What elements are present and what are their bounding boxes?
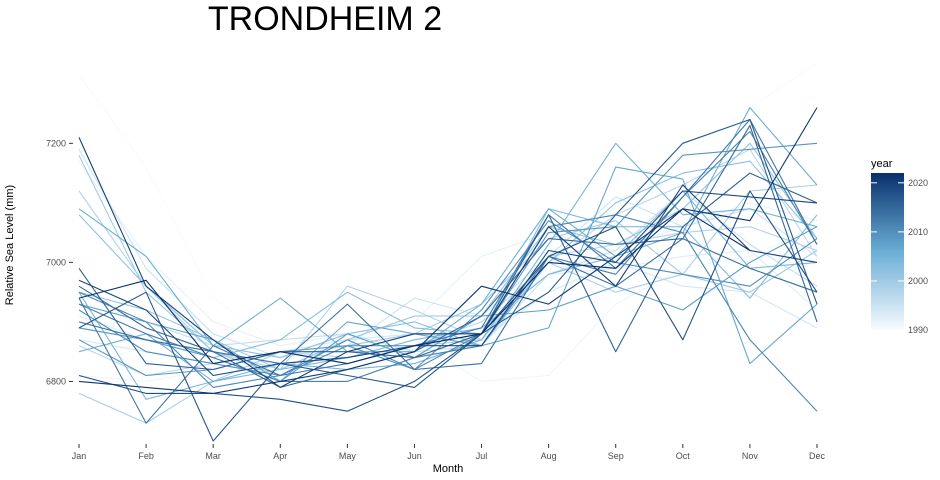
x-tick-label: Jan bbox=[72, 451, 87, 461]
x-axis: Jan Feb Mar Apr May Jun Jul Aug Sep Oct Nov Dec bbox=[72, 444, 826, 461]
series-line-2009 bbox=[78, 142, 818, 377]
series-line-1998 bbox=[78, 190, 818, 371]
series-line-1990 bbox=[78, 62, 818, 347]
y-tick-label: 7000 bbox=[46, 257, 66, 267]
x-tick-label: Dec bbox=[809, 451, 826, 461]
series-line-2006 bbox=[78, 107, 818, 353]
series-line-2018 bbox=[78, 190, 818, 412]
x-axis-title: Month bbox=[433, 463, 464, 475]
year-legend: year 1990 2000 2010 2020 bbox=[871, 158, 928, 335]
legend-tick-label: 2010 bbox=[908, 227, 928, 237]
series-line-2014 bbox=[78, 238, 818, 371]
x-tick-label: May bbox=[339, 451, 357, 461]
y-tick-label: 6800 bbox=[46, 376, 66, 386]
series-line-2019 bbox=[78, 190, 818, 377]
series-lines bbox=[78, 62, 818, 442]
series-line-2001 bbox=[78, 142, 818, 371]
y-axis: 6800 7000 7200 bbox=[46, 138, 73, 386]
x-tick-label: Jul bbox=[476, 451, 488, 461]
series-line-2022 bbox=[78, 208, 751, 365]
x-tick-label: Oct bbox=[676, 451, 691, 461]
legend-colorbar bbox=[871, 173, 904, 330]
legend-tick-label: 2000 bbox=[908, 276, 928, 286]
legend-tick-label: 2020 bbox=[908, 178, 928, 188]
x-tick-label: Jun bbox=[407, 451, 422, 461]
series-line-1992 bbox=[78, 160, 818, 347]
x-tick-label: Feb bbox=[138, 451, 154, 461]
series-line-2020 bbox=[78, 137, 818, 388]
series-line-2013 bbox=[78, 118, 818, 424]
chart-title: TRONDHEIM 2 bbox=[208, 0, 442, 38]
x-tick-label: Aug bbox=[541, 451, 557, 461]
y-tick-label: 7200 bbox=[46, 138, 66, 148]
y-axis-title: Relative Sea Level (mm) bbox=[4, 185, 16, 305]
series-line-1995 bbox=[78, 149, 818, 359]
series-line-2017 bbox=[78, 118, 818, 442]
x-tick-label: Sep bbox=[608, 451, 624, 461]
x-tick-label: Nov bbox=[742, 451, 759, 461]
series-line-2015 bbox=[78, 124, 818, 388]
series-line-2012 bbox=[78, 130, 818, 382]
series-line-1997 bbox=[78, 148, 818, 377]
legend-ticks: 1990 2000 2010 2020 bbox=[871, 178, 928, 335]
series-line-1999 bbox=[78, 184, 818, 424]
x-tick-label: Mar bbox=[205, 451, 221, 461]
legend-title: year bbox=[871, 158, 893, 170]
x-tick-label: Apr bbox=[273, 451, 287, 461]
legend-tick-label: 1990 bbox=[908, 325, 928, 335]
series-line-2021 bbox=[78, 107, 818, 394]
